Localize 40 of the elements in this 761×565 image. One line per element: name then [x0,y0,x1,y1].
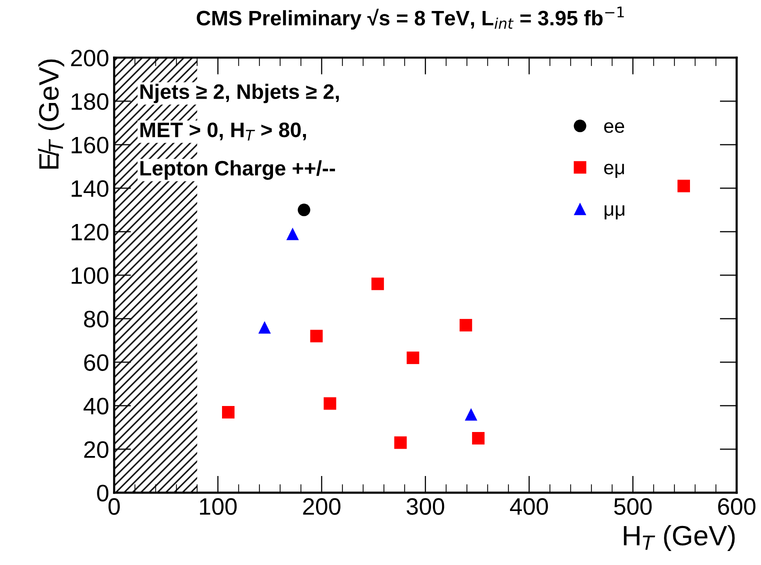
annotation: MET > 0, H$_{T}$ > 80, [140,122,306,140]
annotation: Lepton Charge ++/-- [140,160,335,180]
x-axis-title: H$_{T}$ (GeV) [624,525,735,551]
chart-title: CMS Preliminary √s = 8 TeV, L$_{int}$ = 3.95 fb$^{−1}$ [196,6,624,30]
x-tick-label: 600 [718,498,756,515]
y-tick-label: 80 [84,310,108,328]
legend-label: ee [604,122,624,133]
y-tick-label: 0 [97,484,108,502]
y-axis-title: E̸$_{T}$ (GeV) [38,59,64,169]
x-tick-label: 300 [406,498,444,515]
x-tick-label: 500 [614,498,652,515]
x-tick-label: 400 [510,498,548,515]
point [298,204,310,216]
point [286,228,299,240]
y-tick-label: 60 [84,354,108,371]
point [406,352,420,364]
legend-label: eμ [604,164,624,178]
point [222,406,235,418]
x-tick-label: 100 [200,498,237,515]
y-tick-label: 200 [71,50,108,66]
y-tick-label: 180 [72,93,108,110]
point [460,318,472,332]
x-tick-label: 0 [108,498,120,515]
legend-label: μμ [604,205,624,220]
y-tick-label: 120 [72,224,108,240]
y-tick-label: 160 [72,136,108,154]
point [258,321,271,334]
annotation: Njets ≥ 2, Nbjets ≥ 2, [140,84,339,104]
point [310,330,323,342]
y-tick-label: 100 [72,267,108,284]
y-tick-label: 140 [72,180,108,197]
point [394,436,407,449]
point [677,180,690,192]
y-tick-label: 40 [84,398,108,414]
point [464,408,478,421]
y-tick-label: 20 [84,441,108,458]
point [324,397,336,410]
x-tick-label: 200 [303,498,340,515]
point [472,432,485,445]
point [371,278,384,290]
